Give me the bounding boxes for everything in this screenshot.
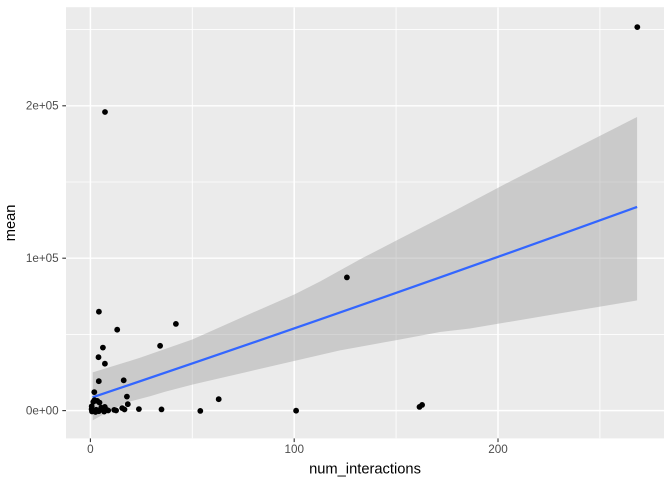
- svg-text:100: 100: [284, 443, 304, 456]
- svg-text:0: 0: [87, 443, 94, 456]
- svg-text:num_interactions: num_interactions: [309, 462, 421, 478]
- svg-text:mean: mean: [3, 205, 19, 242]
- svg-text:1e+05: 1e+05: [26, 252, 59, 265]
- svg-text:200: 200: [488, 443, 508, 456]
- svg-text:0e+00: 0e+00: [26, 405, 59, 418]
- svg-text:2e+05: 2e+05: [26, 100, 59, 113]
